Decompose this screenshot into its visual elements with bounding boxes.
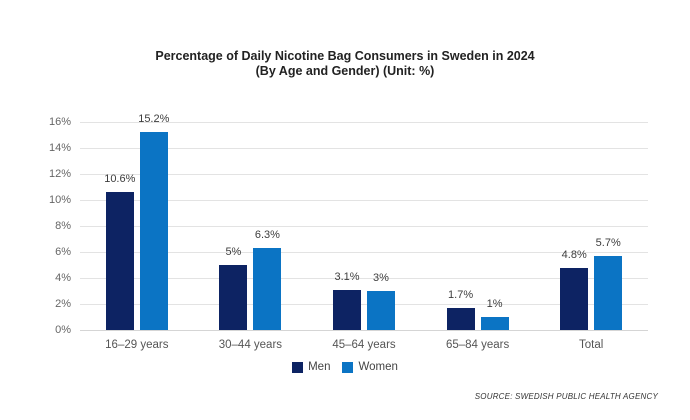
y-axis-tick-label: 2%: [55, 298, 71, 310]
legend-label-men: Men: [308, 361, 331, 373]
gridline: [80, 278, 648, 279]
y-axis-tick-label: 10%: [48, 194, 71, 206]
bar-men-1: [105, 192, 134, 330]
x-axis-category-label: 30–44 years: [218, 339, 283, 351]
bar-women-3: [367, 291, 395, 330]
legend-item-women: Women: [342, 361, 398, 373]
y-axis-tick-label: 16%: [48, 116, 71, 128]
x-axis-category-label: 16–29 years: [105, 339, 169, 351]
y-axis-tick-label: 12%: [48, 168, 71, 180]
gridline: [80, 122, 648, 123]
bar-value-label: 1.7%: [448, 289, 474, 301]
gridline: [80, 148, 648, 149]
gridline: [80, 330, 648, 331]
legend-label-women: Women: [358, 361, 398, 373]
gridline: [80, 200, 648, 201]
chart-title: Percentage of Daily Nicotine Bag Consume…: [0, 49, 690, 79]
gridline: [80, 174, 648, 175]
bar-women-1: [139, 132, 168, 330]
bar-women-5: [594, 256, 623, 330]
y-axis-tick-label: 8%: [55, 220, 71, 232]
y-axis-tick-label: 4%: [55, 272, 71, 284]
chart-title-line2: (By Age and Gender) (Unit: %): [255, 64, 435, 78]
legend: Men Women: [0, 361, 690, 373]
legend-item-men: Men: [292, 361, 330, 373]
bar-men-2: [219, 265, 248, 330]
bar-value-label: 4.8%: [561, 249, 587, 261]
bar-value-label: 3.1%: [334, 271, 360, 283]
x-axis-category-label: 45–64 years: [332, 339, 396, 351]
x-axis-category-label: Total: [579, 339, 604, 351]
bar-men-4: [446, 308, 475, 330]
bar-women-4: [480, 317, 509, 330]
bar-value-label: 6.3%: [254, 229, 280, 241]
gridline: [80, 304, 648, 305]
bar-value-label: 10.6%: [104, 173, 136, 185]
women-swatch-icon: [342, 361, 354, 373]
bar-men-3: [333, 290, 361, 330]
bar-value-label: 1%: [486, 298, 503, 310]
bar-value-label: 15.2%: [138, 113, 170, 125]
men-swatch-icon: [292, 361, 304, 373]
x-axis-category-label: 65–84 years: [445, 339, 510, 351]
y-axis-tick-label: 0%: [55, 324, 71, 336]
bar-value-label: 3%: [373, 272, 389, 284]
gridline: [80, 252, 648, 253]
y-axis-tick-label: 6%: [55, 246, 71, 258]
bar-women-2: [253, 248, 282, 330]
plot-area: 0% 2% 4% 6% 8% 10% 12% 14% 16% 16–29 years 10.6% 15…: [49, 113, 648, 351]
gridline: [80, 226, 648, 227]
source-attribution: SOURCE: SWEDISH PUBLIC HEALTH AGENCY: [474, 392, 658, 401]
bar-value-label: 5.7%: [595, 237, 621, 249]
y-axis-tick-label: 14%: [48, 142, 71, 154]
bar-men-5: [560, 268, 589, 330]
chart-title-line1: Percentage of Daily Nicotine Bag Consume…: [155, 49, 535, 63]
bar-value-label: 5%: [225, 246, 242, 258]
